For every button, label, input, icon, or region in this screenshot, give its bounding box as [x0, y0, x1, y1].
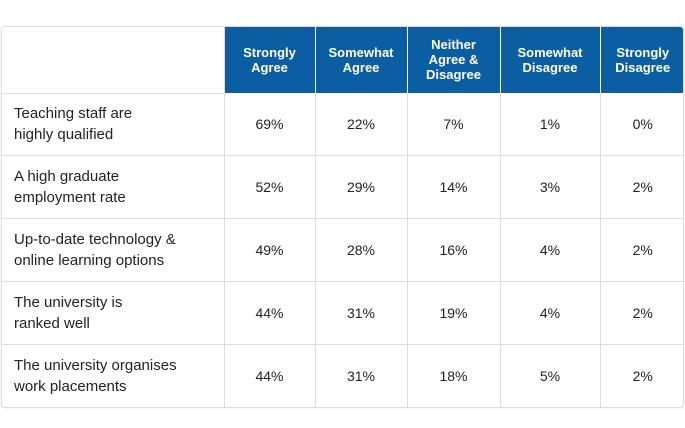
- table-cell: 14%: [406, 155, 501, 220]
- row-label-text: Teaching staff are highly qualified: [14, 105, 133, 144]
- table-cell: 19%: [406, 281, 501, 346]
- table-cell: 0%: [599, 92, 683, 157]
- column-header: Somewhat Disagree: [499, 27, 601, 94]
- table-cell: 69%: [223, 92, 316, 157]
- column-header: Somewhat Agree: [314, 27, 408, 94]
- row-label-text: A high graduate employment rate: [14, 168, 126, 207]
- table-cell: 22%: [314, 92, 408, 157]
- table-cell: 2%: [599, 218, 683, 283]
- column-header-label: Neither Agree & Disagree: [426, 37, 481, 83]
- table-cell: 29%: [314, 155, 408, 220]
- row-label: A high graduate employment rate: [2, 155, 225, 220]
- table-row: Up-to-date technology & online learning …: [2, 218, 683, 283]
- table-cell: 16%: [406, 218, 501, 283]
- survey-table-card: Strongly Agree Somewhat Agree Neither Ag…: [1, 26, 684, 408]
- column-header-label: Strongly Disagree: [615, 44, 671, 75]
- row-label: The university is ranked well: [2, 281, 225, 346]
- column-header-label: Somewhat Agree: [328, 44, 394, 75]
- table-cell: 4%: [499, 281, 601, 346]
- table-cell: 2%: [599, 281, 683, 346]
- column-header-label: Somewhat Disagree: [517, 44, 583, 75]
- row-label: The university organises work placements: [2, 344, 225, 407]
- table-cell: 31%: [314, 281, 408, 346]
- table-cell: 2%: [599, 344, 683, 407]
- table-cell: 49%: [223, 218, 316, 283]
- table-cell: 7%: [406, 92, 501, 157]
- table-row: A high graduate employment rate 52% 29% …: [2, 155, 683, 220]
- table-row: The university is ranked well 44% 31% 19…: [2, 281, 683, 346]
- column-header: Neither Agree & Disagree: [406, 27, 501, 94]
- table-cell: 44%: [223, 344, 316, 407]
- column-header-label: Strongly Agree: [243, 44, 296, 75]
- column-header: Strongly Agree: [223, 27, 316, 94]
- table-cell: 44%: [223, 281, 316, 346]
- table-cell: 4%: [499, 218, 601, 283]
- table-cell: 31%: [314, 344, 408, 407]
- table-cell: 5%: [499, 344, 601, 407]
- row-label-text: Up-to-date technology & online learning …: [14, 231, 176, 270]
- row-label-text: The university is ranked well: [14, 294, 123, 333]
- table-row: Teaching staff are highly qualified 69% …: [2, 92, 683, 157]
- survey-table: Strongly Agree Somewhat Agree Neither Ag…: [2, 27, 683, 407]
- row-label: Up-to-date technology & online learning …: [2, 218, 225, 283]
- row-label: Teaching staff are highly qualified: [2, 92, 225, 157]
- row-label-text: The university organises work placements: [14, 357, 177, 396]
- table-cell: 52%: [223, 155, 316, 220]
- table-cell: 18%: [406, 344, 501, 407]
- header-corner-cell: [2, 27, 225, 94]
- table-cell: 1%: [499, 92, 601, 157]
- table-cell: 2%: [599, 155, 683, 220]
- column-header: Strongly Disagree: [599, 27, 683, 94]
- header-row: Strongly Agree Somewhat Agree Neither Ag…: [2, 27, 683, 94]
- table-cell: 3%: [499, 155, 601, 220]
- table-row: The university organises work placements…: [2, 344, 683, 407]
- table-cell: 28%: [314, 218, 408, 283]
